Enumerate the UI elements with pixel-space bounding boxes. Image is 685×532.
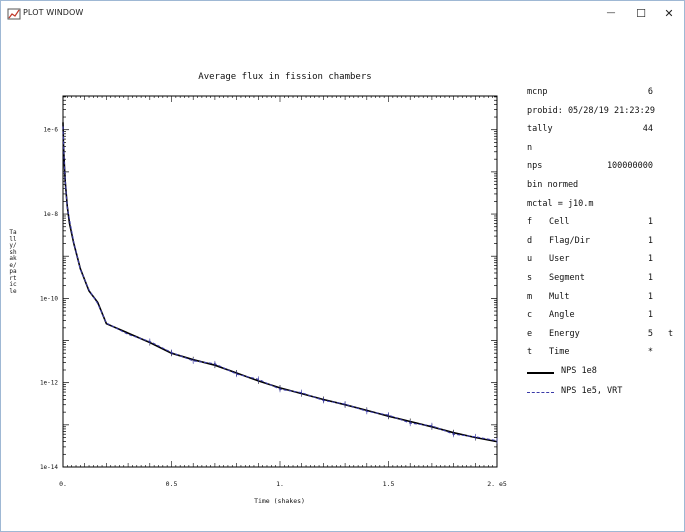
series-line-nps-1e5-vrt (62, 126, 498, 442)
info-line-value: 6 (647, 87, 653, 97)
bin-value: 1 (647, 217, 653, 228)
plot-frame (62, 95, 498, 468)
bin-code: d (527, 235, 533, 246)
bin-name: User (549, 254, 570, 265)
bin-value: 1 (647, 310, 653, 321)
y-axis-label: Tally/shake/particle (9, 229, 17, 295)
bin-value: * (647, 347, 653, 358)
bin-code: f (527, 217, 533, 228)
y-tick-label: 1e-10 (40, 295, 58, 302)
info-line-label: probid: 05/28/19 21:23:29 (527, 105, 655, 116)
legend-swatch-nps-1e8 (527, 372, 554, 374)
bin-name: Time (549, 347, 570, 358)
bin-name: Cell (549, 217, 570, 228)
y-tick-label: 1e-8 (44, 211, 59, 218)
title-bar[interactable]: PLOT WINDOW — ☐ ✕ (1, 1, 684, 25)
info-line-value: 44 (642, 124, 653, 135)
legend-entry: NPS 1e5, VRT (561, 386, 623, 396)
bin-name: Energy (549, 328, 580, 339)
x-tick-label: 1.5 (383, 480, 395, 488)
close-button[interactable]: ✕ (655, 1, 683, 25)
x-tick-label: 0. (59, 480, 67, 488)
bin-name: Mult (549, 291, 570, 302)
minimize-button[interactable]: — (597, 1, 625, 25)
info-line-value: 100000000 (606, 161, 653, 172)
bin-value: 1 (647, 291, 653, 302)
bin-extra: t (668, 328, 674, 339)
y-tick-label: 1e-6 (44, 127, 59, 134)
info-line-label: bin normed (527, 180, 579, 190)
bin-code: c (527, 310, 533, 321)
bin-name: Flag/Dir (549, 235, 590, 246)
x-tick-label: 0.5 (166, 480, 178, 488)
bin-name: Segment (549, 273, 585, 283)
legend-swatch-nps-1e5-vrt (527, 392, 554, 393)
maximize-icon: ☐ (636, 6, 646, 20)
info-line-label: n (527, 142, 533, 153)
info-line-label: mcnp (527, 87, 548, 97)
bin-code: e (527, 328, 533, 339)
bin-name: Angle (549, 310, 575, 321)
bin-code: s (527, 273, 533, 283)
window-title: PLOT WINDOW (23, 8, 84, 17)
maximize-button[interactable]: ☐ (627, 1, 655, 25)
x-tick-label: 2. e5 (487, 480, 507, 488)
bin-code: m (527, 291, 533, 302)
minimize-icon: — (606, 8, 616, 18)
chart-title: Average flux in fission chambers (198, 72, 372, 82)
y-tick-label: 1e-12 (40, 380, 58, 387)
close-icon: ✕ (664, 6, 674, 20)
legend-entry: NPS 1e8 (561, 366, 597, 376)
bin-code: t (527, 347, 533, 358)
y-tick-label: 1e-14 (40, 464, 58, 471)
bin-value: 1 (647, 235, 653, 246)
info-line-label: tally (527, 124, 553, 135)
x-tick-label: 1. (276, 480, 284, 488)
x-axis-label: Time (shakes) (254, 497, 305, 505)
bin-code: u (527, 254, 533, 265)
bin-value: 5 (647, 328, 653, 339)
bin-value: 1 (647, 254, 653, 265)
info-line-label: mctal = j10.m (527, 198, 594, 209)
bin-value: 1 (647, 273, 653, 283)
app-icon (7, 8, 21, 20)
info-line-label: nps (527, 161, 543, 172)
series-line-nps-1e8 (62, 122, 498, 443)
